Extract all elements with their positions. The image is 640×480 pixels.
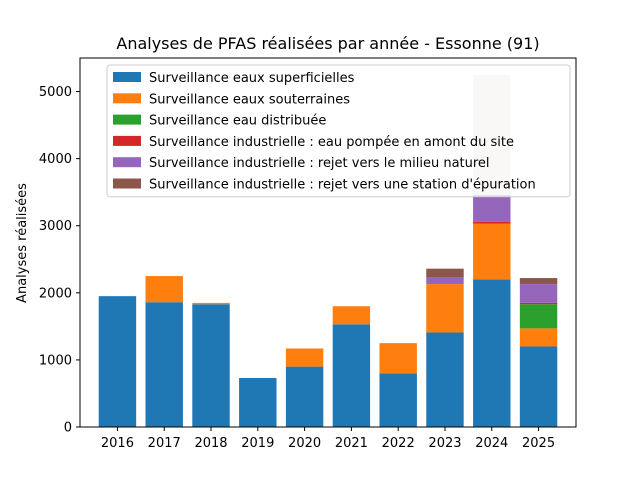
y-tick-label-0: 0 [64,421,72,436]
bar-2016-series-1 [98,296,137,427]
legend-swatch-1 [113,72,141,82]
x-tick-label-2017: 2017 [148,436,181,451]
y-tick-label-4000: 4000 [39,152,72,167]
bar-2023-series-6 [426,268,464,278]
plot-frame [79,57,577,428]
legend-label-2: Surveillance eaux souterraines [149,92,350,107]
bar-2020-series-2 [285,348,324,367]
bar-2022-series-1 [379,373,417,427]
chart-title: Analyses de PFAS réalisées par année - E… [116,34,539,53]
bar-2025-series-3 [519,304,558,329]
y-tick-label-1000: 1000 [39,353,72,368]
axes-layer: 0 1000 2000 3000 4000 5000 2016 2017 2018 2019 202… [39,57,577,451]
bar-2021-series-1 [332,324,371,427]
x-tick-label-2019: 2019 [241,436,274,451]
bar-2018-series-2 [192,302,230,305]
bar-2023-series-1 [426,332,464,427]
legend: Surveillance eaux superficielles Surveill… [106,64,571,198]
bar-2025-series-5 [519,284,558,303]
x-tick-label-2025: 2025 [522,436,555,451]
bar-2020-series-1 [285,366,324,427]
legend-swatch-2 [113,93,141,104]
bar-2025-series-4 [519,302,558,305]
x-tick-label-2021: 2021 [335,436,368,451]
legend-label-5: Surveillance industrielle : rejet vers l… [149,156,490,171]
y-axis-label: Analyses réalisées [15,183,30,303]
legend-label-3: Surveillance eau distribuée [149,114,326,129]
bar-2025-series-1 [519,346,558,427]
bar-2018-series-1 [192,304,230,427]
x-tick-label-2023: 2023 [428,436,461,451]
x-tick-label-2024: 2024 [475,436,508,451]
legend-box [106,64,571,198]
bar-2017-series-1 [145,302,183,427]
bar-2024-series-4 [473,221,511,224]
bar-2023-series-5 [426,277,464,285]
bar-2024-series-5 [473,194,511,222]
legend-swatch-5 [113,157,141,168]
bar-2017-series-2 [145,276,183,303]
legend-swatch-6 [113,178,141,189]
y-tick-label-5000: 5000 [39,85,72,100]
x-tick-label-2020: 2020 [288,436,321,451]
y-tick-label-2000: 2000 [39,286,72,301]
x-tick-label-2018: 2018 [194,436,227,451]
legend-label-4: Surveillance industrielle : eau pompée e… [149,135,514,150]
legend-label-1: Surveillance eaux superficielles [149,71,355,86]
legend-label-6: Surveillance industrielle : rejet vers u… [149,178,536,193]
bar-2022-series-2 [379,343,417,374]
bar-2025-series-2 [519,328,558,347]
bar-2023-series-2 [426,284,464,333]
bar-2024-series-1 [473,279,511,427]
bar-2021-series-2 [332,306,371,325]
x-tick-label-2016: 2016 [101,436,134,451]
y-tick-label-3000: 3000 [39,219,72,234]
legend-swatch-4 [113,135,141,146]
bar-2024-series-2 [473,223,511,280]
x-tick-label-2022: 2022 [382,436,415,451]
bar-2025-series-6 [519,278,558,285]
legend-swatch-3 [113,114,141,125]
bar-2019-series-1 [239,378,277,427]
